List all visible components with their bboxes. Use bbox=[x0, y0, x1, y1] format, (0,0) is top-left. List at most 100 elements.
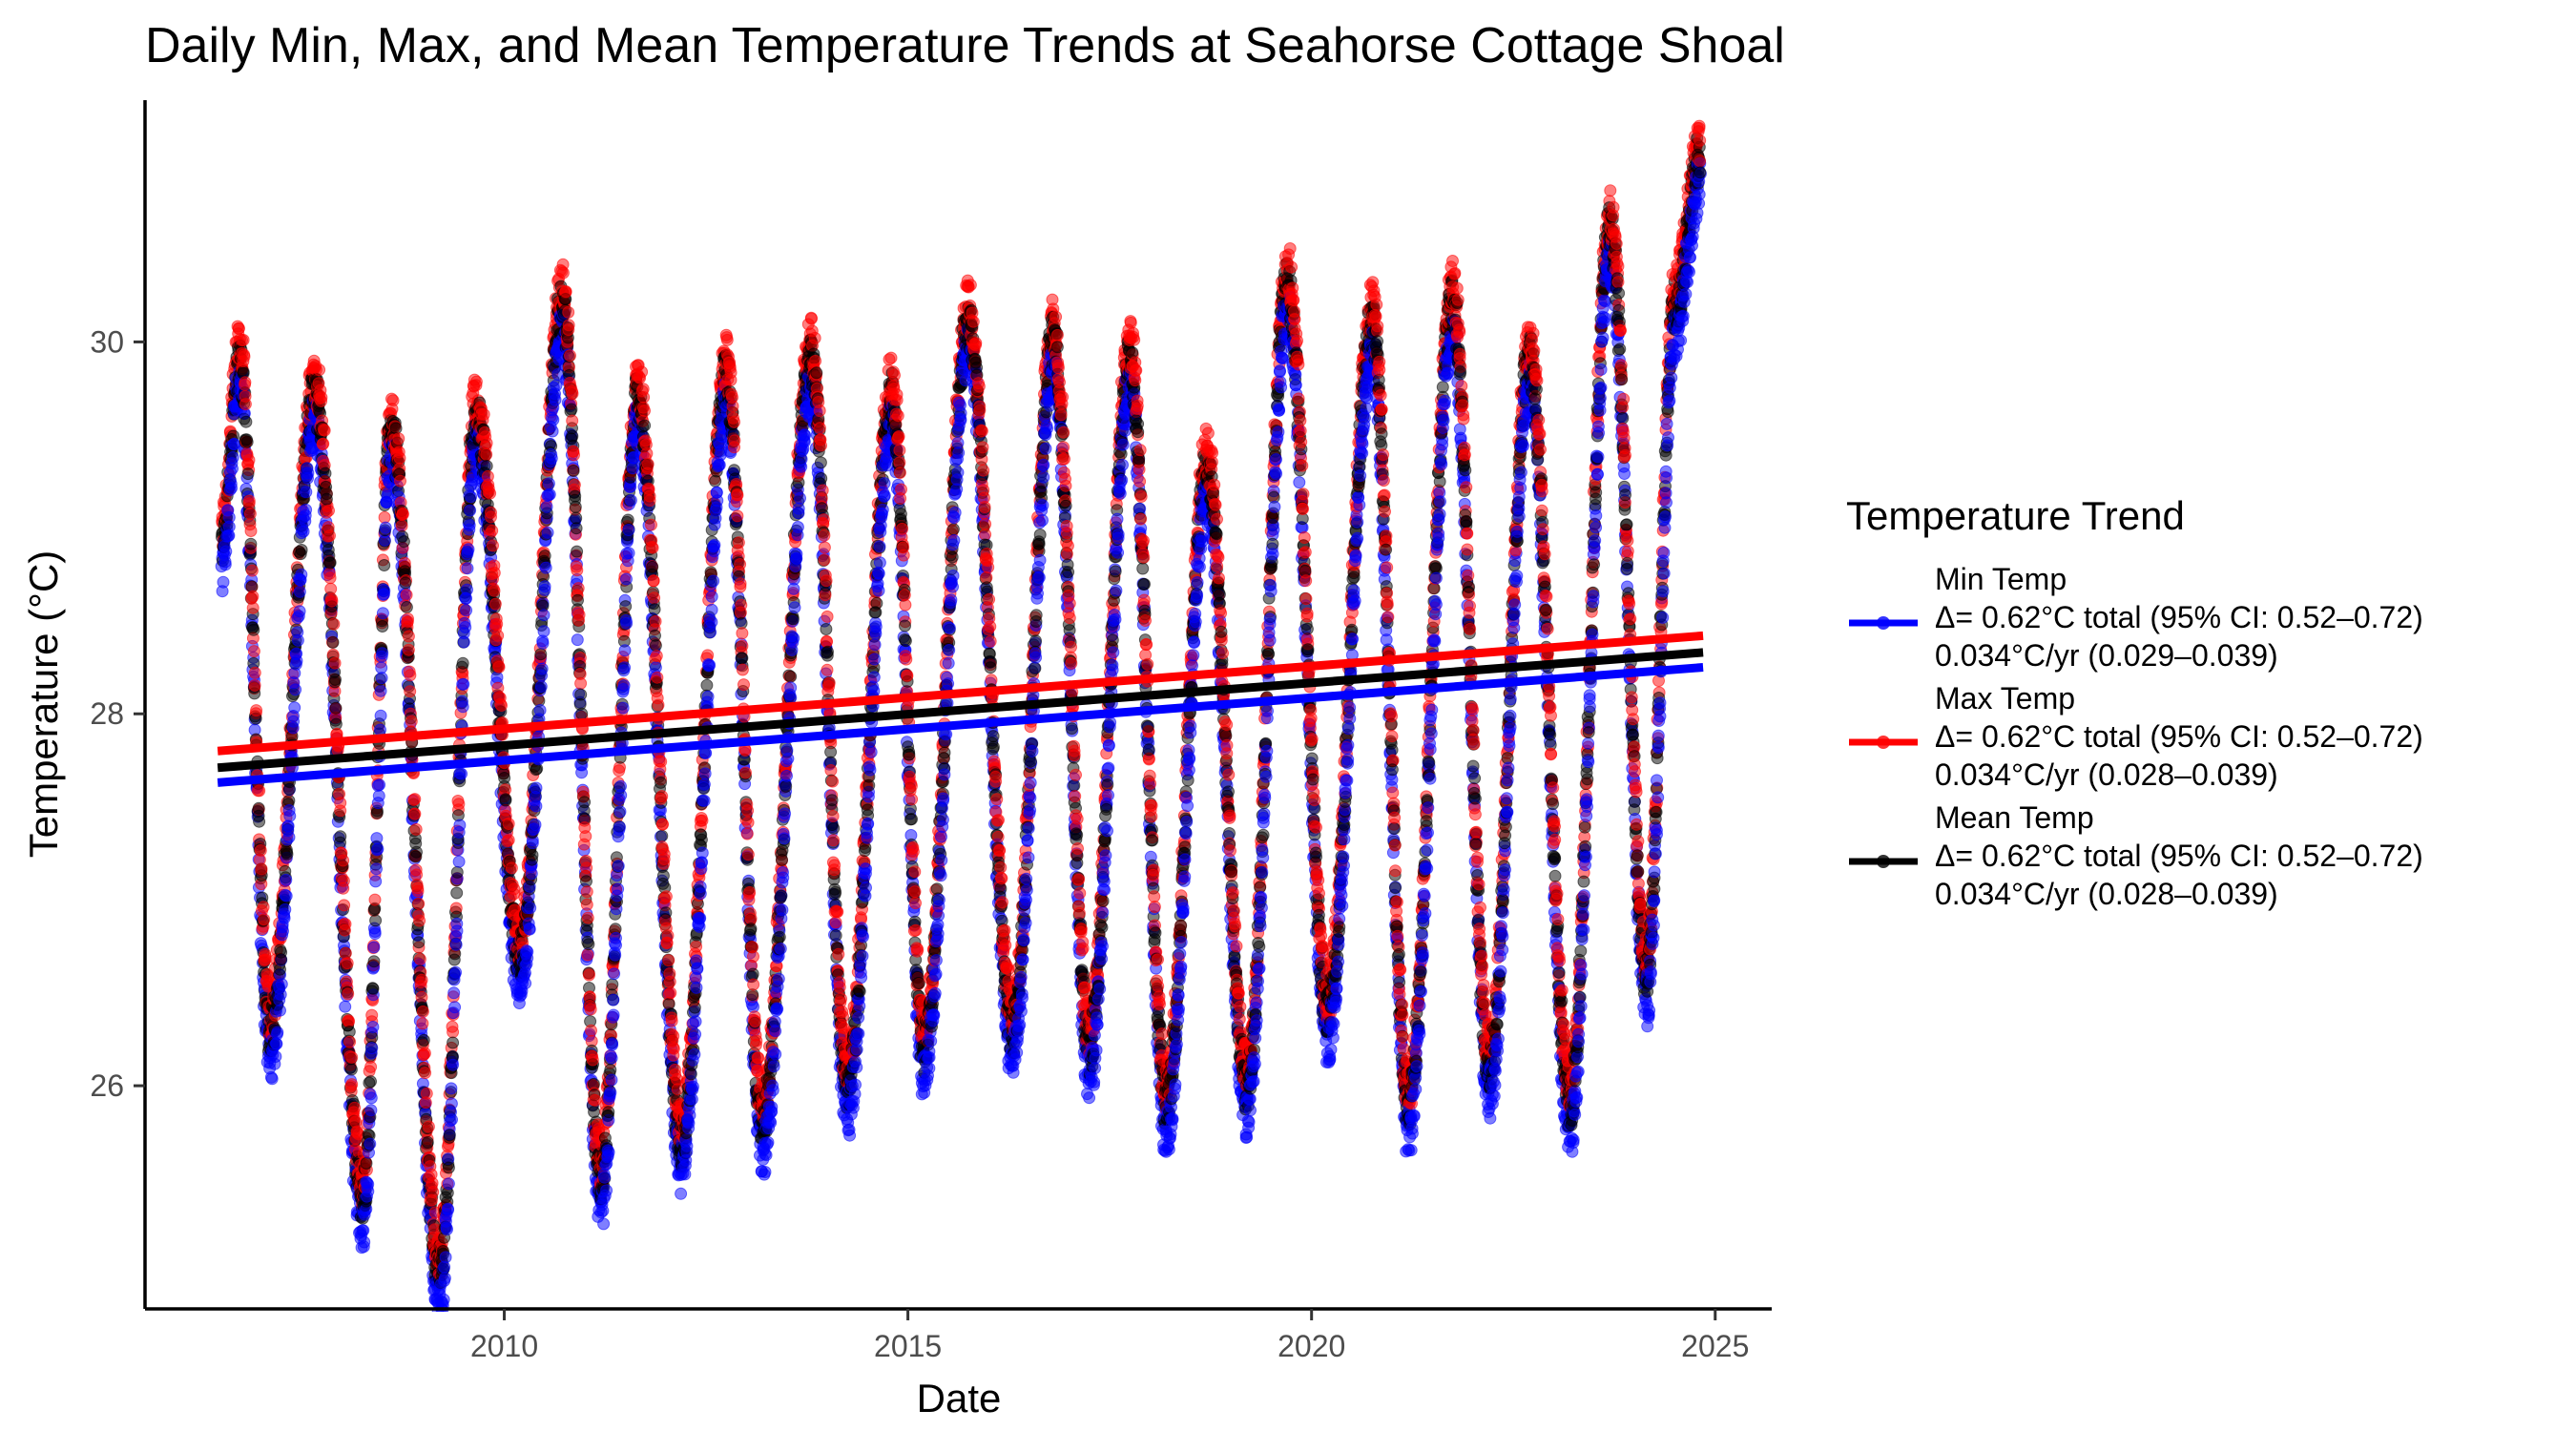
data-point-max-temp bbox=[378, 510, 391, 524]
data-point-max-temp bbox=[395, 519, 408, 532]
data-point-min-temp bbox=[600, 1184, 613, 1197]
data-point-max-temp bbox=[820, 574, 833, 588]
data-point-min-temp bbox=[608, 967, 621, 981]
data-point-mean-temp bbox=[575, 707, 589, 720]
data-point-min-temp bbox=[539, 561, 552, 574]
data-point-max-temp bbox=[818, 553, 831, 567]
data-point-min-temp bbox=[288, 701, 301, 715]
data-point-min-temp bbox=[607, 993, 620, 1006]
data-point-max-temp bbox=[393, 451, 406, 465]
data-point-min-temp bbox=[694, 887, 707, 901]
data-point-max-temp bbox=[731, 488, 744, 502]
data-point-max-temp bbox=[394, 474, 406, 487]
data-point-min-temp bbox=[624, 494, 637, 507]
data-point-min-temp bbox=[374, 684, 387, 697]
data-point-min-temp bbox=[767, 1060, 780, 1073]
data-point-min-temp bbox=[463, 519, 476, 532]
data-point-min-temp bbox=[596, 1204, 610, 1217]
data-point-max-temp bbox=[655, 790, 669, 803]
data-point-min-temp bbox=[766, 1084, 779, 1097]
data-point-min-temp bbox=[449, 965, 463, 979]
data-point-min-temp bbox=[297, 525, 310, 538]
data-point-max-temp bbox=[328, 656, 342, 670]
data-point-max-temp bbox=[408, 793, 422, 806]
data-point-max-temp bbox=[813, 422, 826, 435]
data-point-max-temp bbox=[345, 1078, 359, 1091]
data-point-min-temp bbox=[490, 671, 504, 684]
data-point-min-temp bbox=[530, 799, 543, 813]
data-point-max-temp bbox=[239, 378, 251, 391]
data-point-mean-temp bbox=[367, 955, 381, 968]
data-point-max-temp bbox=[808, 331, 821, 344]
data-point-max-temp bbox=[643, 489, 656, 503]
data-point-max-temp bbox=[580, 861, 593, 875]
data-point-min-temp bbox=[607, 1008, 620, 1022]
data-point-mean-temp bbox=[400, 601, 413, 613]
data-point-max-temp bbox=[732, 536, 745, 550]
data-point-min-temp bbox=[291, 633, 304, 647]
data-point-min-temp bbox=[519, 977, 532, 990]
data-point-min-temp bbox=[622, 547, 635, 560]
data-point-min-temp bbox=[368, 927, 382, 941]
data-point-min-temp bbox=[375, 672, 388, 685]
data-point-max-temp bbox=[239, 398, 252, 411]
data-point-max-temp bbox=[640, 446, 654, 460]
data-point-min-temp bbox=[530, 781, 543, 795]
data-point-min-temp bbox=[878, 489, 891, 502]
data-point-mean-temp bbox=[779, 779, 793, 793]
data-point-min-temp bbox=[857, 930, 869, 944]
data-point-min-temp bbox=[860, 881, 872, 894]
data-point-min-temp bbox=[534, 680, 548, 694]
data-point-max-temp bbox=[556, 266, 570, 280]
data-point-max-temp bbox=[248, 678, 261, 692]
data-point-min-temp bbox=[357, 1224, 370, 1237]
data-point-mean-temp bbox=[588, 1106, 601, 1118]
data-point-max-temp bbox=[726, 400, 739, 413]
data-point-max-temp bbox=[728, 415, 740, 428]
data-point-mean-temp bbox=[280, 847, 294, 861]
data-point-min-temp bbox=[622, 524, 635, 536]
data-point-min-temp bbox=[790, 548, 803, 561]
data-point-mean-temp bbox=[329, 673, 342, 686]
data-point-mean-temp bbox=[538, 550, 551, 563]
data-point-min-temp bbox=[217, 575, 230, 589]
data-point-min-temp bbox=[769, 1025, 782, 1038]
data-point-max-temp bbox=[404, 669, 417, 682]
data-point-min-temp bbox=[339, 1000, 352, 1013]
data-point-min-temp bbox=[787, 632, 800, 645]
data-point-min-temp bbox=[279, 902, 292, 916]
data-point-mean-temp bbox=[821, 645, 834, 658]
data-point-min-temp bbox=[794, 491, 806, 505]
data-point-min-temp bbox=[855, 971, 868, 985]
data-point-min-temp bbox=[445, 1082, 458, 1095]
data-point-min-temp bbox=[364, 1137, 377, 1151]
data-point-max-temp bbox=[829, 916, 842, 929]
data-point-min-temp bbox=[571, 633, 584, 647]
data-point-max-temp bbox=[315, 391, 328, 404]
data-point-min-temp bbox=[799, 428, 812, 442]
data-point-min-temp bbox=[369, 875, 383, 888]
data-point-max-temp bbox=[345, 1050, 359, 1064]
data-point-max-temp bbox=[327, 617, 341, 631]
data-point-min-temp bbox=[605, 1073, 618, 1087]
data-point-max-temp bbox=[364, 1060, 378, 1073]
data-point-max-temp bbox=[413, 953, 426, 965]
data-point-max-temp bbox=[816, 484, 829, 497]
data-point-mean-temp bbox=[244, 537, 258, 550]
data-point-mean-temp bbox=[240, 435, 254, 448]
data-point-mean-temp bbox=[825, 794, 839, 807]
data-point-min-temp bbox=[541, 526, 554, 539]
data-point-min-temp bbox=[784, 681, 798, 695]
data-point-min-temp bbox=[441, 1223, 453, 1236]
data-point-min-temp bbox=[265, 1072, 279, 1086]
data-point-min-temp bbox=[290, 654, 303, 668]
data-point-max-temp bbox=[833, 981, 846, 994]
data-point-max-temp bbox=[741, 816, 755, 829]
data-point-mean-temp bbox=[582, 938, 595, 951]
data-point-min-temp bbox=[379, 521, 392, 534]
data-point-max-temp bbox=[255, 862, 268, 876]
data-point-min-temp bbox=[218, 558, 232, 571]
data-point-mean-temp bbox=[744, 923, 758, 936]
data-point-min-temp bbox=[274, 1004, 286, 1017]
data-point-min-temp bbox=[535, 662, 549, 675]
